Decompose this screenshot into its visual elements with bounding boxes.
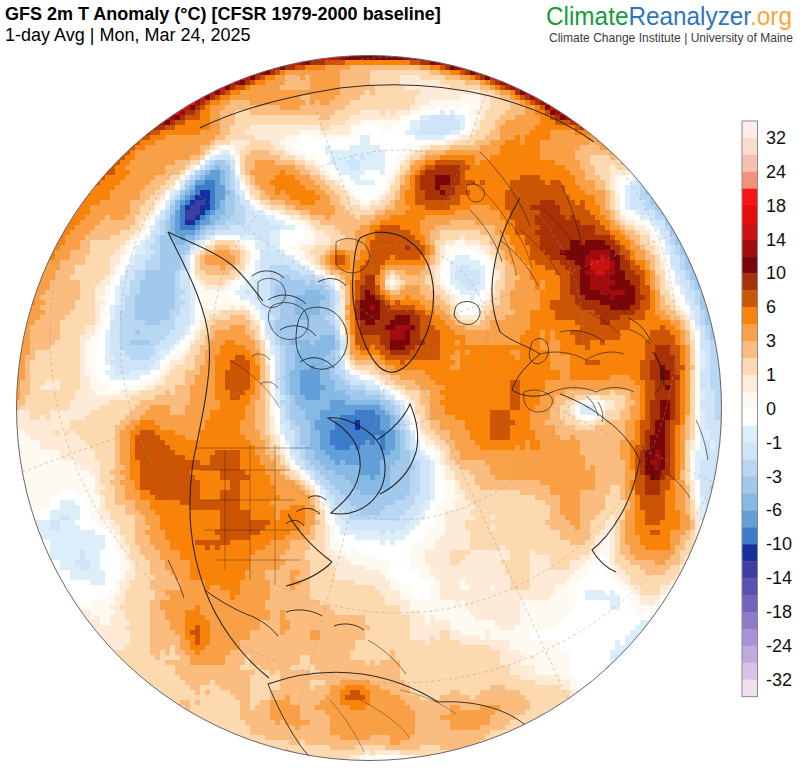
svg-text:10: 10 [766,263,786,283]
svg-text:GFS 2m T Anomaly (°C) [CFSR 19: GFS 2m T Anomaly (°C) [CFSR 1979-2000 ba… [5,4,441,24]
svg-text:-24: -24 [766,636,792,656]
svg-text:24: 24 [766,162,786,182]
svg-text:18: 18 [766,196,786,216]
svg-text:ClimateReanalyzer.org: ClimateReanalyzer.org [546,2,792,30]
svg-text:6: 6 [766,297,776,317]
svg-text:0: 0 [766,399,776,419]
svg-text:-18: -18 [766,602,792,622]
svg-text:3: 3 [766,331,776,351]
svg-text:Climate Change Institute | Uni: Climate Change Institute | University of… [549,30,793,45]
svg-text:14: 14 [766,230,786,250]
svg-text:-3: -3 [766,467,782,487]
svg-text:-10: -10 [766,534,792,554]
svg-text:-6: -6 [766,500,782,520]
svg-text:1: 1 [766,365,776,385]
svg-text:32: 32 [766,128,786,148]
svg-text:-1: -1 [766,433,782,453]
svg-text:-32: -32 [766,670,792,690]
svg-text:-14: -14 [766,568,792,588]
svg-text:1-day Avg | Mon, Mar 24, 2025: 1-day Avg | Mon, Mar 24, 2025 [5,25,251,45]
